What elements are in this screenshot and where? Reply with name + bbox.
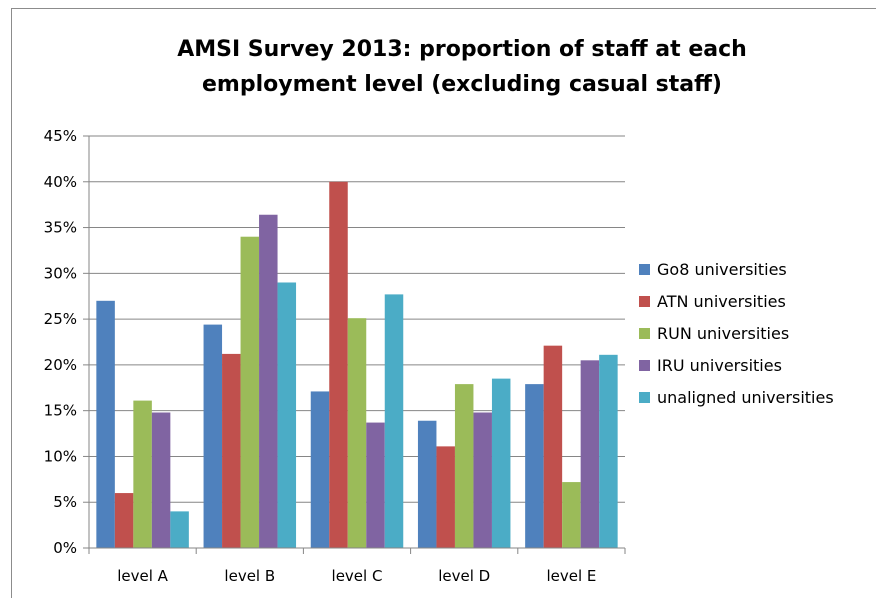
bar [580,360,600,548]
axes [83,135,626,554]
bar [543,345,563,548]
y-tick-label: 10% [44,447,77,465]
bar [133,400,152,548]
y-tick-label: 45% [44,127,77,145]
bar [347,318,367,548]
legend-label: RUN universities [657,324,789,343]
y-tick-label: 5% [53,493,77,511]
y-axis-tick-labels: 0% 5% 10% 15% 20% 25% 30% 35% 40% 45% [44,127,77,557]
legend-swatch [639,264,650,275]
x-tick-label: level D [438,567,490,585]
bar [525,384,544,548]
bar [259,214,278,548]
legend-swatch [639,328,650,339]
bar [329,181,348,548]
bar [310,391,330,548]
y-tick-label: 15% [44,402,77,420]
legend-item: IRU universities [639,356,782,375]
bar [436,446,455,548]
bar [96,300,115,548]
y-tick-label: 0% [53,539,77,557]
y-tick-label: 20% [44,356,77,374]
x-axis-tick-labels: level A level B level C level D level E [117,567,596,585]
legend-item: unaligned universities [639,388,834,407]
x-tick-label: level C [332,567,383,585]
bar [240,236,260,548]
bar [170,511,189,548]
chart-title-line-2: employment level (excluding casual staff… [202,72,722,97]
legend-swatch [639,360,650,371]
legend-label: IRU universities [657,356,782,375]
legend-label: ATN universities [657,292,786,311]
bar [114,493,134,548]
legend-item: RUN universities [639,324,789,343]
legend-swatch [639,296,650,307]
chart-title: AMSI Survey 2013: proportion of staff at… [177,37,747,97]
bar [562,482,581,548]
bar [222,353,241,548]
legend-label: unaligned universities [657,388,834,407]
bar [384,294,404,548]
y-tick-label: 40% [44,173,77,191]
x-tick-label: level E [546,567,596,585]
x-tick-label: level B [224,567,275,585]
legend: Go8 universities ATN universities RUN univ… [639,260,834,407]
x-tick-label: level A [117,567,168,585]
chart-title-line-1: AMSI Survey 2013: proportion of staff at… [177,37,747,62]
bars [96,181,618,548]
y-tick-label: 30% [44,264,77,282]
legend-item: Go8 universities [639,260,787,279]
bar [366,422,385,548]
bar [473,412,492,548]
bar [151,412,171,548]
legend-item: ATN universities [639,292,786,311]
bar [599,354,618,548]
bar [203,324,223,548]
legend-swatch [639,392,650,403]
bar [491,378,511,548]
bar [417,420,437,548]
y-tick-label: 25% [44,310,77,328]
legend-label: Go8 universities [657,260,787,279]
bar [277,282,297,548]
bar [454,384,474,548]
y-tick-label: 35% [44,219,77,237]
